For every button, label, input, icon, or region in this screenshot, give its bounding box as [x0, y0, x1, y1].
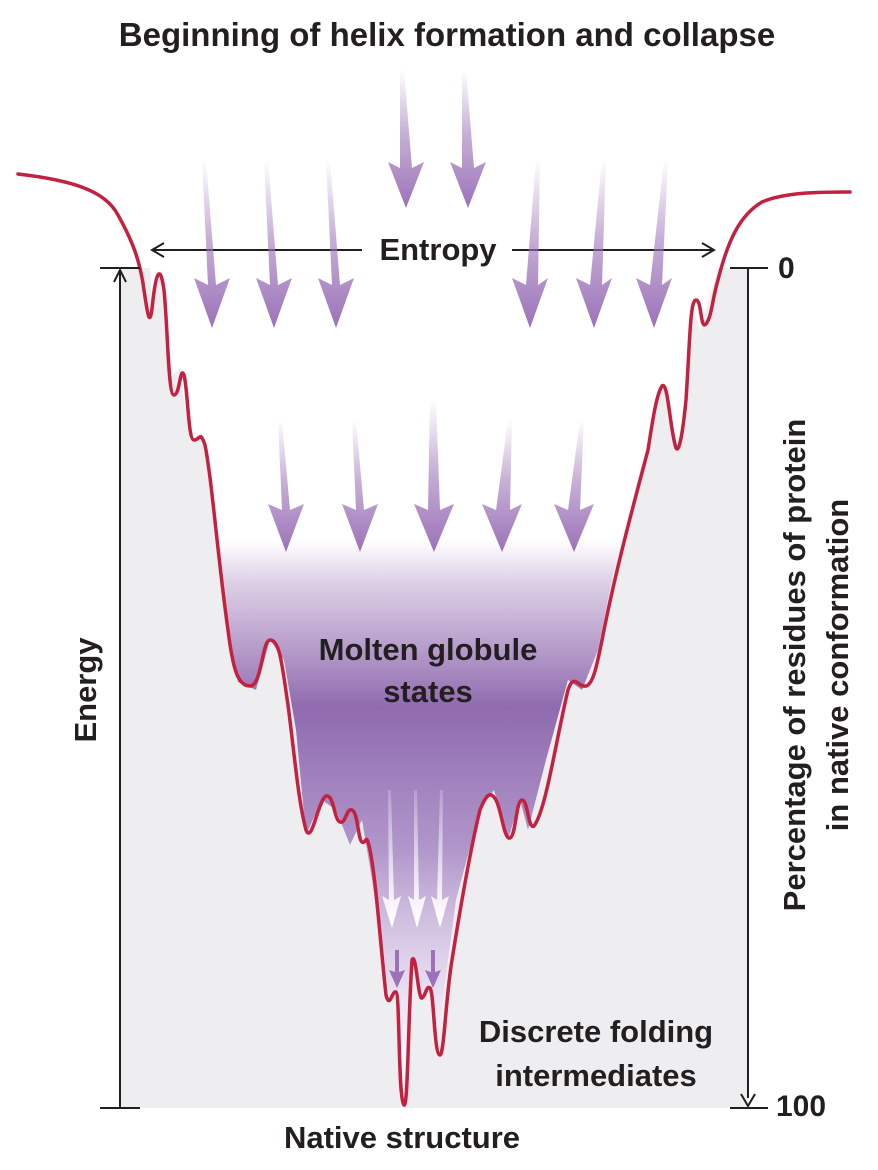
down-arrow-icon	[382, 790, 401, 928]
entropy-label-bg	[364, 230, 512, 266]
diagram-title: Beginning of helix formation and collaps…	[119, 16, 775, 53]
down-arrow-icon	[450, 70, 486, 208]
down-arrow-icon	[318, 160, 354, 328]
intermediates-label-line2: intermediates	[495, 1058, 697, 1093]
arrow-group-bottom	[389, 950, 441, 988]
down-arrow-icon	[636, 160, 672, 328]
down-arrow-icon	[414, 400, 454, 552]
arrow-group-top	[388, 70, 486, 208]
funnel-background	[120, 268, 748, 1108]
entropy-arrow	[150, 242, 716, 258]
down-arrow-icon	[554, 420, 594, 552]
molten-globule-label-line1: Molten globule	[319, 632, 538, 667]
down-arrow-icon	[256, 160, 292, 328]
arrow-group-middle	[268, 400, 594, 552]
arrow-group-lower	[382, 790, 449, 928]
arrow-group-upper	[194, 160, 672, 328]
down-arrow-icon	[408, 790, 426, 928]
down-arrow-icon	[425, 950, 441, 988]
down-arrow-icon	[389, 950, 405, 988]
down-arrow-icon	[342, 420, 378, 552]
down-arrow-icon	[388, 70, 424, 208]
down-arrow-icon	[576, 160, 612, 328]
percentage-axis-label-line1: Percentage of residues of protein	[777, 419, 812, 912]
down-arrow-icon	[512, 160, 548, 328]
down-arrow-icon	[268, 420, 304, 552]
down-arrow-icon	[194, 160, 230, 328]
intermediates-label-line1: Discrete folding	[479, 1014, 713, 1049]
energy-landscape-curve	[16, 172, 852, 1107]
entropy-label: Entropy	[379, 232, 497, 267]
percentage-tick-0: 0	[778, 252, 795, 285]
down-arrow-icon	[482, 420, 522, 552]
energy-axis	[100, 267, 140, 1109]
percentage-tick-100: 100	[776, 1090, 826, 1123]
native-structure-label: Native structure	[284, 1120, 520, 1155]
percentage-axis-label-line2: in native conformation	[820, 499, 855, 831]
down-arrow-icon	[431, 790, 449, 928]
energy-axis-label: Energy	[68, 637, 103, 743]
molten-globule-label-line2: states	[383, 674, 473, 709]
percentage-axis	[730, 267, 768, 1109]
